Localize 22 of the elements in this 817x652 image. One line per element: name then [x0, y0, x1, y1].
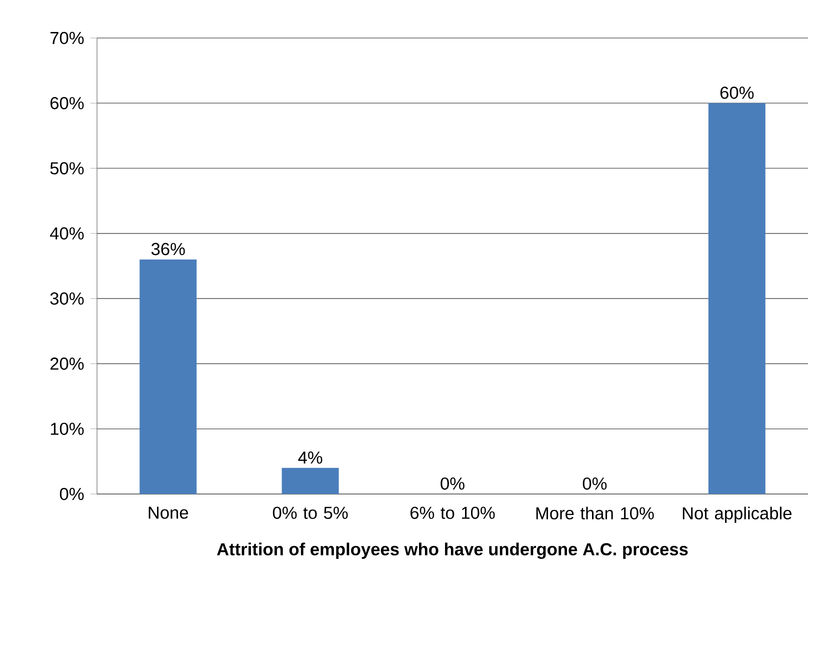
y-tick-label: 60% — [50, 96, 84, 110]
y-tick-label: 40% — [50, 227, 84, 240]
x-tick-label: None — [148, 506, 188, 519]
bar — [282, 468, 339, 494]
data-label: 0% — [440, 477, 464, 490]
bar — [140, 259, 197, 494]
data-label: 4% — [298, 452, 322, 464]
x-axis-title: Attrition of employees who have undergone A.C. process — [216, 542, 688, 559]
x-tick-label: 0% to 5% — [272, 506, 348, 519]
x-tick-label: More than 10% — [536, 506, 654, 520]
data-label: 36% — [151, 242, 185, 256]
data-label: 60% — [720, 86, 754, 99]
y-tick-label: 70% — [50, 32, 84, 44]
y-tick-label: 0% — [60, 488, 84, 500]
y-tick-label: 30% — [50, 292, 84, 305]
x-tick-label: Not applicable — [682, 506, 792, 523]
x-tick-label: 6% to 10% — [410, 506, 495, 519]
y-tick-label: 10% — [50, 422, 84, 435]
y-tick-label: 20% — [50, 358, 84, 370]
bar — [708, 103, 766, 494]
y-tick-label: 50% — [50, 162, 84, 174]
data-label: 0% — [582, 477, 607, 490]
